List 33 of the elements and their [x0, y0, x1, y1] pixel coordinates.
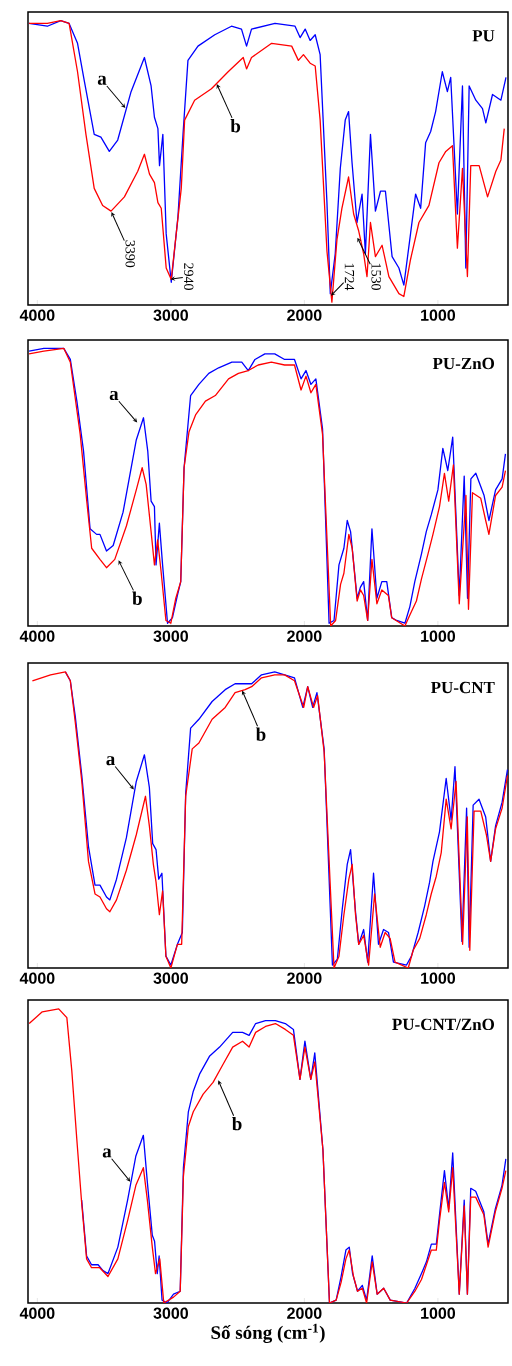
x-tick-label: 3000: [153, 630, 188, 642]
annotation: b: [255, 727, 266, 741]
x-tick-label: 4000: [19, 1307, 55, 1319]
x-tick-label: 4000: [19, 972, 55, 984]
x-tick-label: 2000: [287, 1307, 322, 1319]
annotation: a: [106, 756, 115, 766]
annotation: a: [97, 75, 107, 85]
annotation: b: [232, 1116, 242, 1131]
annotation: a: [109, 391, 119, 401]
x-tick-label: 3000: [153, 972, 188, 984]
chart-title: PU-CNT: [430, 681, 495, 694]
x-tick-label: 2000: [287, 630, 322, 642]
chart-title: PU-CNT/ZnO: [392, 1018, 495, 1031]
x-tick-label: 2000: [287, 309, 322, 321]
x-tick-label: 4000: [19, 309, 55, 321]
x-tick-label: 1000: [421, 309, 456, 321]
x-axis-title: Số sóng (cm$^{-1}$): [211, 1323, 325, 1343]
annotation: b: [230, 119, 241, 133]
chart-title: PU: [472, 30, 495, 42]
annotation: 1724: [344, 263, 355, 291]
x-tick-label: 4000: [19, 630, 55, 642]
x-tick-label: 1000: [421, 972, 456, 984]
chart-title: PU-ZnO: [432, 357, 495, 370]
x-tick-label: 2000: [287, 972, 322, 984]
annotation: b: [132, 591, 142, 605]
x-tick-label: 3000: [153, 1307, 188, 1319]
annotation: 1530: [371, 263, 381, 291]
x-tick-label: 3000: [153, 309, 188, 321]
annotation: a: [102, 1148, 112, 1158]
annotation: 3390: [125, 240, 135, 268]
x-tick-label: 1000: [421, 630, 456, 642]
annotation: 2940: [184, 263, 194, 291]
x-tick-label: 1000: [421, 1307, 456, 1319]
